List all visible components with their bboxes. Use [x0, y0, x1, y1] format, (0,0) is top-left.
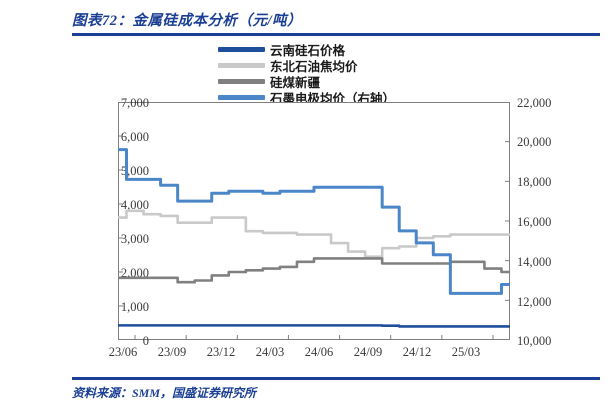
legend-item-0[interactable]: 云南硅石价格	[218, 42, 518, 58]
figure-source: 资料来源：SMM，国盛证券研究所	[72, 386, 257, 400]
y-axis-right-tickmarks	[505, 102, 510, 340]
legend-label: 硅煤新疆	[270, 76, 321, 90]
y-axis-right-tick: 12,000	[517, 295, 552, 309]
y-axis-right-tick: 20,000	[517, 135, 552, 149]
plot-lines	[118, 102, 510, 340]
x-axis-tick: 25/03	[451, 345, 481, 359]
figure-title: 图表72：金属硅成本分析（元/吨）	[72, 13, 303, 29]
y-axis-right-tick: 14,000	[517, 255, 552, 269]
legend-swatch-line	[218, 95, 265, 100]
y-axis-left-tick: 3,000	[120, 232, 149, 246]
x-axis-tick: 24/12	[402, 345, 432, 359]
legend-label: 东北石油焦均价	[270, 60, 358, 74]
x-axis-tickmarks	[134, 335, 494, 340]
x-axis-tick: 24/09	[353, 345, 383, 359]
plot-frame	[118, 102, 510, 340]
legend-label: 云南硅石价格	[270, 44, 346, 58]
legend-item-1[interactable]: 东北石油焦均价	[218, 58, 518, 74]
y-axis-left-tick: 7,000	[120, 96, 149, 110]
x-axis-tick: 23/12	[206, 345, 236, 359]
y-axis-right-tick: 16,000	[517, 215, 552, 229]
y-axis-right-tick: 18,000	[517, 175, 552, 189]
legend-swatch-line	[218, 47, 265, 52]
y-axis-left-tick: 1,000	[120, 300, 149, 314]
y-axis-left-tick: 2,000	[120, 266, 149, 280]
y-axis-left-tickmarks	[118, 102, 123, 340]
source-divider	[72, 377, 600, 380]
y-axis-left-tick: 4,000	[120, 198, 149, 212]
y-axis-left-tick: 0	[142, 334, 149, 348]
legend-swatch-line	[218, 79, 265, 84]
title-divider	[72, 33, 600, 36]
legend-swatch-line	[218, 63, 265, 68]
x-axis-tick: 24/06	[304, 345, 334, 359]
y-axis-right-tick: 22,000	[517, 96, 552, 110]
chart-legend: 云南硅石价格 东北石油焦均价 硅煤新疆 石墨电极均价（右轴）	[218, 42, 518, 106]
x-axis-tick: 23/09	[157, 345, 187, 359]
y-axis-left-tick: 6,000	[120, 130, 149, 144]
x-axis-tick: 23/06	[108, 345, 138, 359]
legend-item-2[interactable]: 硅煤新疆	[218, 74, 518, 90]
chart-area: 云南硅石价格 东北石油焦均价 硅煤新疆 石墨电极均价（右轴） 7,000 6,0…	[50, 40, 612, 375]
x-axis-tick: 24/03	[255, 345, 285, 359]
y-axis-right-tick: 10,000	[517, 334, 552, 348]
